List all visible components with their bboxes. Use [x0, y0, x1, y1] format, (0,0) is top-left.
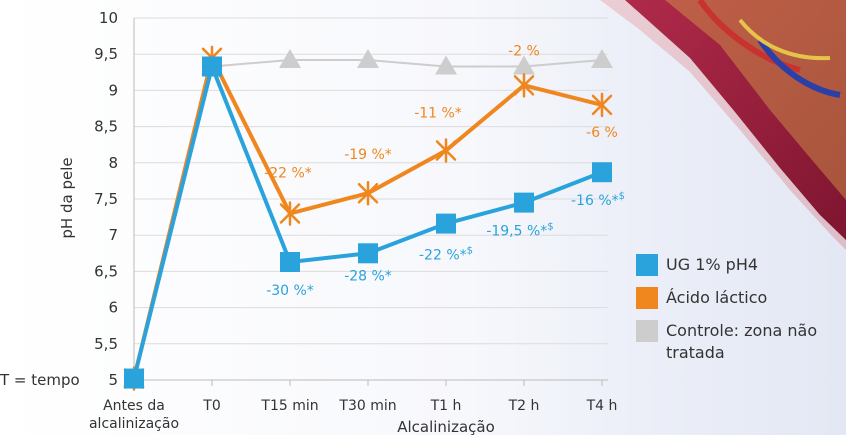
point-square	[124, 368, 144, 389]
legend-label-lactic: Ácido láctico	[666, 288, 768, 307]
point-square	[592, 162, 612, 183]
y-axis-title: pH da pele	[58, 157, 76, 238]
y-tick-label: 9,5	[94, 45, 118, 63]
data-label: -22 %*	[264, 165, 312, 181]
series-line-2	[133, 58, 603, 379]
y-tick-label: 6	[108, 299, 118, 317]
y-tick-label: 5	[108, 371, 118, 389]
y-tick-label: 8	[108, 154, 118, 172]
legend-item-ug: UG 1% pH4	[636, 254, 846, 276]
legend-swatch-lactic	[636, 287, 658, 309]
axes: 5 5,5 6 6,5 7 7,5 8 8,5 9 9,5 10 pH da pele Alcalini…	[58, 9, 617, 435]
x-tick-label: T1 h	[430, 398, 462, 414]
x-axis-title: Alcalinização	[397, 418, 495, 435]
point-star	[357, 180, 379, 206]
point-star	[279, 201, 301, 226]
time-footnote: T = tempo	[0, 371, 80, 389]
data-label: -2 %	[508, 43, 540, 59]
x-tick-label: T30 min	[338, 398, 396, 414]
data-label: -6 %	[586, 125, 618, 141]
point-square	[514, 192, 534, 213]
data-label: -16 %*$	[571, 191, 625, 209]
data-label: -19 %*	[344, 147, 392, 163]
point-triangle	[357, 48, 379, 68]
y-tick-label: 7,5	[94, 190, 118, 208]
point-square	[358, 243, 378, 264]
legend-label-ug: UG 1% pH4	[666, 255, 759, 274]
point-triangle	[435, 55, 457, 75]
point-triangle	[279, 48, 301, 68]
data-label: -11 %*	[414, 105, 462, 121]
skin-illustration	[600, 0, 846, 250]
point-triangle	[591, 48, 613, 68]
x-tick-label: alcalinização	[89, 416, 179, 432]
x-tick-label: T4 h	[586, 398, 618, 414]
y-tick-label: 9	[108, 81, 118, 99]
point-star	[513, 73, 535, 98]
legend-label-control: Controle: zona não tratada	[666, 321, 818, 362]
data-label: -28 %*	[344, 268, 392, 284]
data-label: -30 %*	[266, 283, 314, 299]
data-label: -19,5 %*$	[486, 222, 553, 240]
legend-item-lactic: Ácido láctico	[636, 287, 846, 309]
y-tick-label: 5,5	[94, 335, 118, 353]
point-star	[435, 138, 457, 163]
point-star	[591, 92, 613, 118]
annotations: -30 %* -28 %* -22 %*$ -19,5 %*$ -16 %*$ -22 %…	[264, 43, 625, 299]
point-square	[436, 213, 456, 234]
legend-swatch-control	[636, 320, 658, 342]
legend-item-control: Controle: zona não tratada	[636, 320, 846, 364]
point-triangle	[513, 55, 535, 75]
x-tick-label: T2 h	[508, 398, 540, 414]
series-line-0	[132, 64, 603, 380]
legend: UG 1% pH4 Ácido láctico Controle: zona n…	[636, 254, 846, 375]
y-tick-label: 7	[108, 226, 118, 244]
x-tick-label: Antes da	[103, 398, 165, 414]
data-label: -22 %*$	[419, 246, 473, 264]
x-tick-label: T15 min	[260, 398, 318, 414]
y-tick-label: 10	[99, 9, 118, 27]
y-tick-label: 8,5	[94, 118, 118, 136]
series-group	[123, 45, 613, 391]
x-tick-label: T0	[202, 398, 220, 414]
point-square	[280, 251, 300, 272]
y-tick-label: 6,5	[94, 262, 118, 280]
point-square	[202, 56, 222, 77]
legend-swatch-ug	[636, 254, 658, 276]
